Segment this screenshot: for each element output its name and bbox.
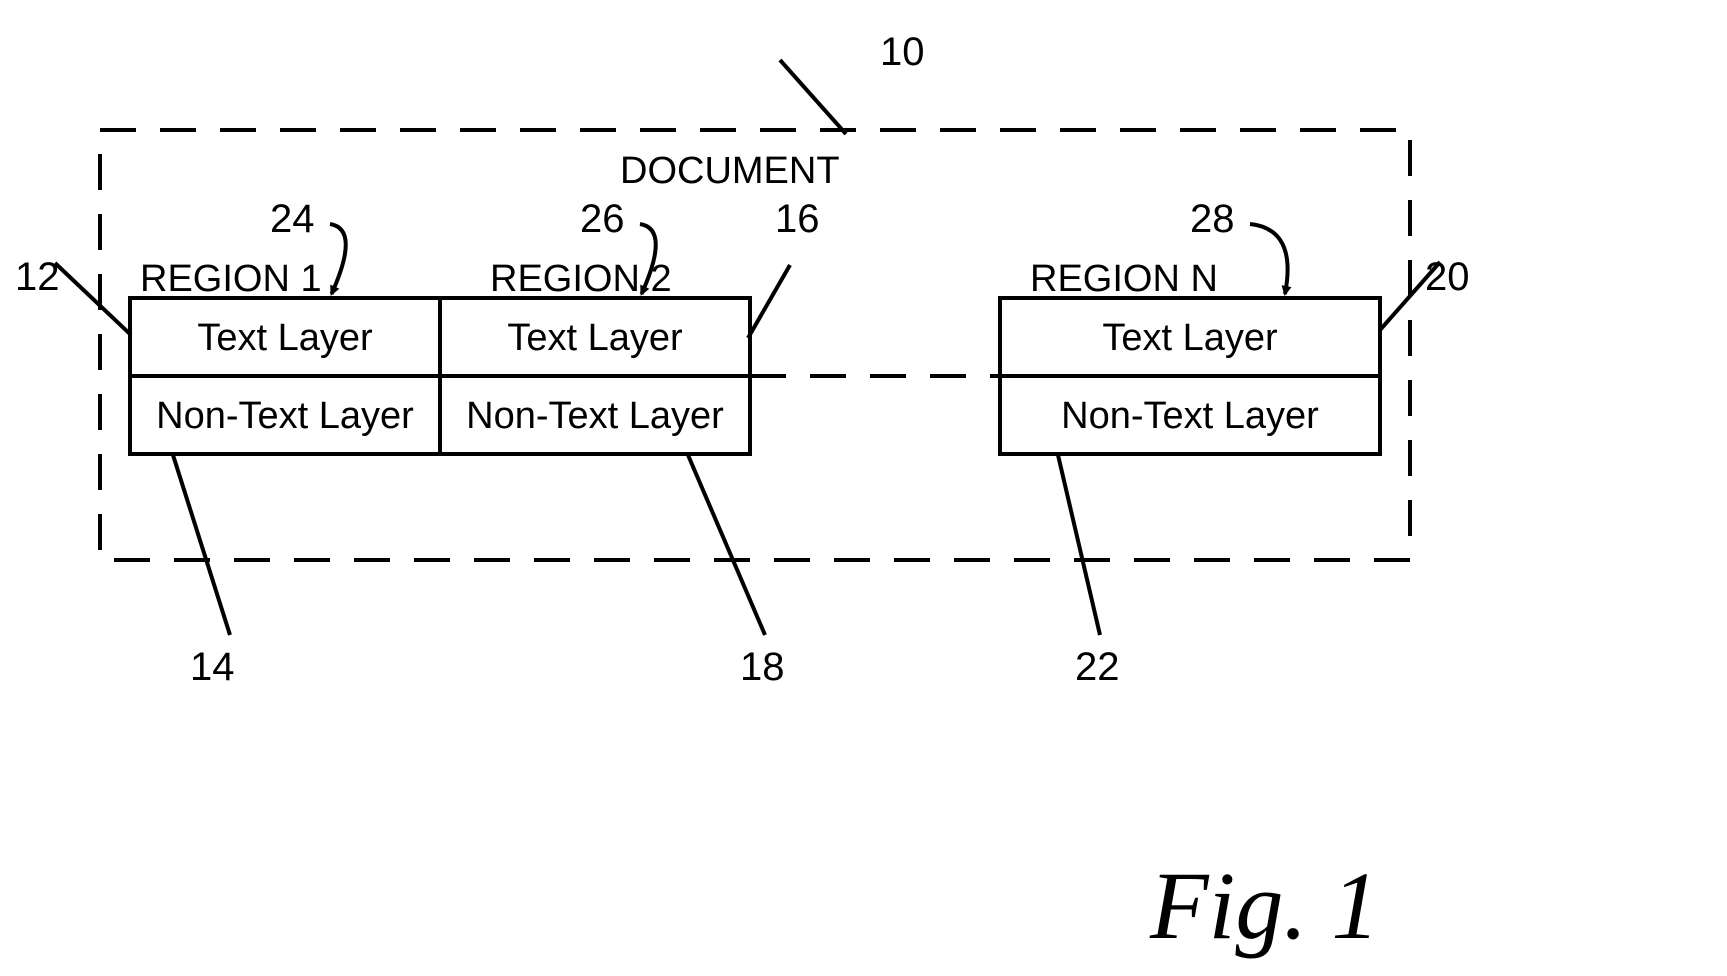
region-2-label: REGION 2 xyxy=(490,258,672,301)
reference-number: 10 xyxy=(880,30,925,74)
reference-number: 20 xyxy=(1425,255,1470,299)
reference-number: 28 xyxy=(1190,197,1235,241)
reference-number: 12 xyxy=(15,255,60,299)
non-text-layer-cell: Non-Text Layer xyxy=(156,395,414,437)
reference-number: 22 xyxy=(1075,645,1120,689)
region-1-label: REGION 1 xyxy=(140,258,322,301)
text-layer-cell: Text Layer xyxy=(1102,317,1278,359)
non-text-layer-cell: Non-Text Layer xyxy=(466,395,724,437)
reference-number: 14 xyxy=(190,645,235,689)
document-label: DOCUMENT xyxy=(620,150,840,193)
non-text-layer-cell: Non-Text Layer xyxy=(1061,395,1319,437)
reference-number: 26 xyxy=(580,197,625,241)
figure-caption: Fig. 1 xyxy=(1150,850,1379,961)
text-layer-cell: Text Layer xyxy=(507,317,683,359)
reference-number: 16 xyxy=(775,197,820,241)
diagram-svg: Text Layer Non-Text Layer 24 Text Layer Non-… xyxy=(0,0,1727,976)
reference-number: 24 xyxy=(270,197,315,241)
region-n-label: REGION N xyxy=(1030,258,1218,301)
diagram-stage: { "diagram": { "type": "block-diagram", … xyxy=(0,0,1727,976)
text-layer-cell: Text Layer xyxy=(197,317,373,359)
reference-number: 18 xyxy=(740,645,785,689)
